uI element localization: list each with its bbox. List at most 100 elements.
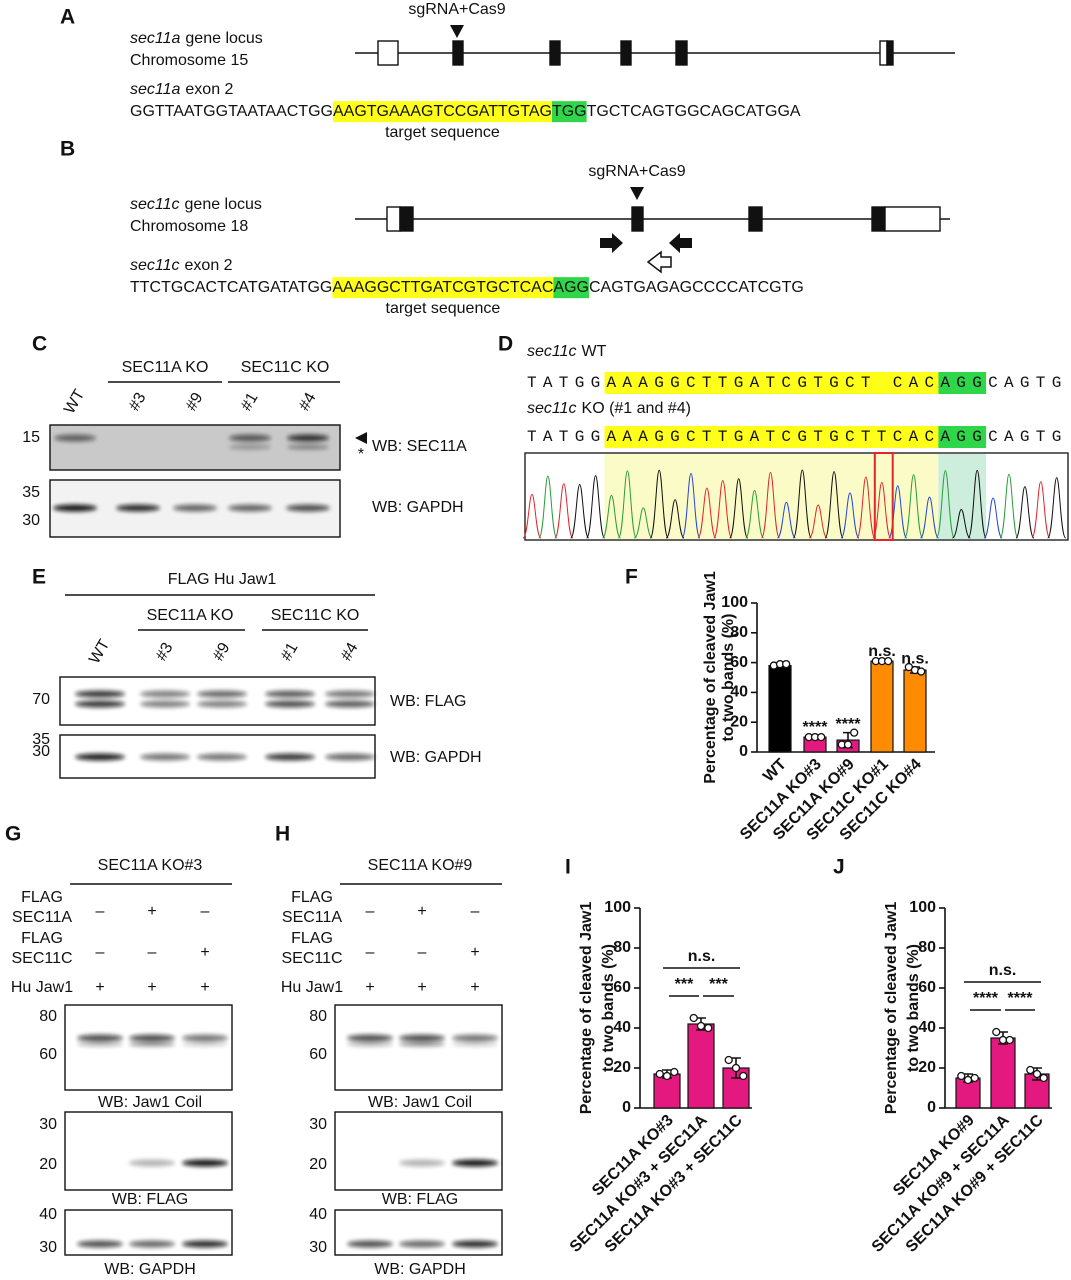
band [265,753,315,761]
x-tick-label: SEC11A KO#3 + SEC11A [567,1111,711,1255]
y-tick-label: 20 [613,1059,631,1076]
trace-peak [586,475,606,539]
gene-name: sec11a [130,81,181,98]
gene-name: sec11a [130,30,181,47]
band [129,1159,175,1167]
lane-label: WT [86,637,113,667]
sign: – [201,903,210,920]
panel-label: I [565,856,571,879]
blot [334,1111,503,1191]
band [265,690,315,698]
band [173,504,217,512]
sign: + [95,979,104,996]
band [197,700,247,708]
band [325,753,375,761]
condition-label: Hu Jaw1 [11,979,73,996]
y-axis-label: to two bands (%) [600,944,617,1072]
asterisk: * [358,446,364,463]
data-point [1039,1073,1048,1083]
trace-peak [554,483,574,539]
sequence: AGG [940,428,988,446]
x-tick-label: SEC11A KO#9 + SEC11A [869,1111,1013,1255]
trace-peak [1047,477,1067,539]
data-point [998,1035,1008,1045]
gene-label: sec11c WT [527,343,607,360]
trace-peak [633,507,653,539]
trace-peak [792,469,812,539]
band [228,504,272,512]
marker: 70 [32,691,50,708]
condition-label: SEC11A [282,909,343,926]
exon [620,40,632,66]
band [287,444,329,450]
band [287,434,329,442]
band [265,700,315,708]
primer-arrow [600,233,623,253]
panel-title: SEC11A KO#3 [98,857,203,874]
highlight [551,101,587,123]
trace-peak [1015,486,1035,539]
trace-peak [745,489,765,539]
data-point [843,740,853,749]
cut-site [450,25,464,38]
data-point [724,1055,733,1065]
gene-label: sec11a gene locus [130,30,263,47]
trace-peak [522,493,542,539]
data-point [739,1071,748,1081]
sign: – [418,944,427,961]
band [399,1041,445,1047]
data-point [782,659,791,669]
gene-name: sec11c [130,196,180,213]
significance: *** [709,976,728,993]
gene-name: sec11c [130,257,180,274]
sign: + [200,979,209,996]
sign: + [417,903,426,920]
label: sgRNA+Cas9 [408,1,505,18]
marker: 15 [22,429,40,446]
gene-text: gene locus [185,196,262,213]
trace-peak [761,471,780,539]
blot-label: WB: SEC11A [372,438,467,455]
label: D [498,333,513,356]
label: H [275,823,290,846]
blot-label: WB: Jaw1 Coil [368,1094,472,1111]
y-axis-label: Percentage of cleaved Jaw1 [578,902,595,1115]
trace-peak [872,481,892,539]
sequence: GGTTAATGGTAATAACTGG [130,103,333,120]
trace-peak [713,479,733,539]
condition-label: FLAG [21,930,63,947]
highlight [604,454,939,539]
trace-peak [824,471,844,539]
band [116,504,160,512]
band [75,700,125,708]
trace-peak [983,497,1003,539]
band [75,690,125,698]
lane-label: #9 [183,390,207,414]
data-point [1005,1035,1014,1045]
highlight [938,372,987,394]
marker: 40 [309,1206,327,1223]
sequence: TATGG [527,374,607,392]
sequence: CAGTG [988,374,1068,392]
group-label: SEC11C KO [241,359,330,376]
highlight [332,101,552,123]
lane-label: #4 [296,390,320,414]
blot [64,1209,233,1256]
band [75,753,125,761]
data-point [696,1021,706,1031]
band [399,1159,445,1167]
marker: 35 [32,731,50,748]
marker: 30 [309,1239,327,1256]
significance: **** [973,990,999,1007]
condition-label: FLAG [291,930,333,947]
y-tick-label: 60 [918,979,936,996]
blot-label: WB: GAPDH [390,749,482,766]
blot-label: WB: GAPDH [104,1261,196,1278]
blot [334,1209,503,1256]
condition-label: FLAG [21,889,63,906]
band [229,444,271,450]
exon [631,206,644,232]
mutation-box [873,452,894,541]
trace-peak [904,474,924,539]
lane-label: #4 [338,640,362,664]
